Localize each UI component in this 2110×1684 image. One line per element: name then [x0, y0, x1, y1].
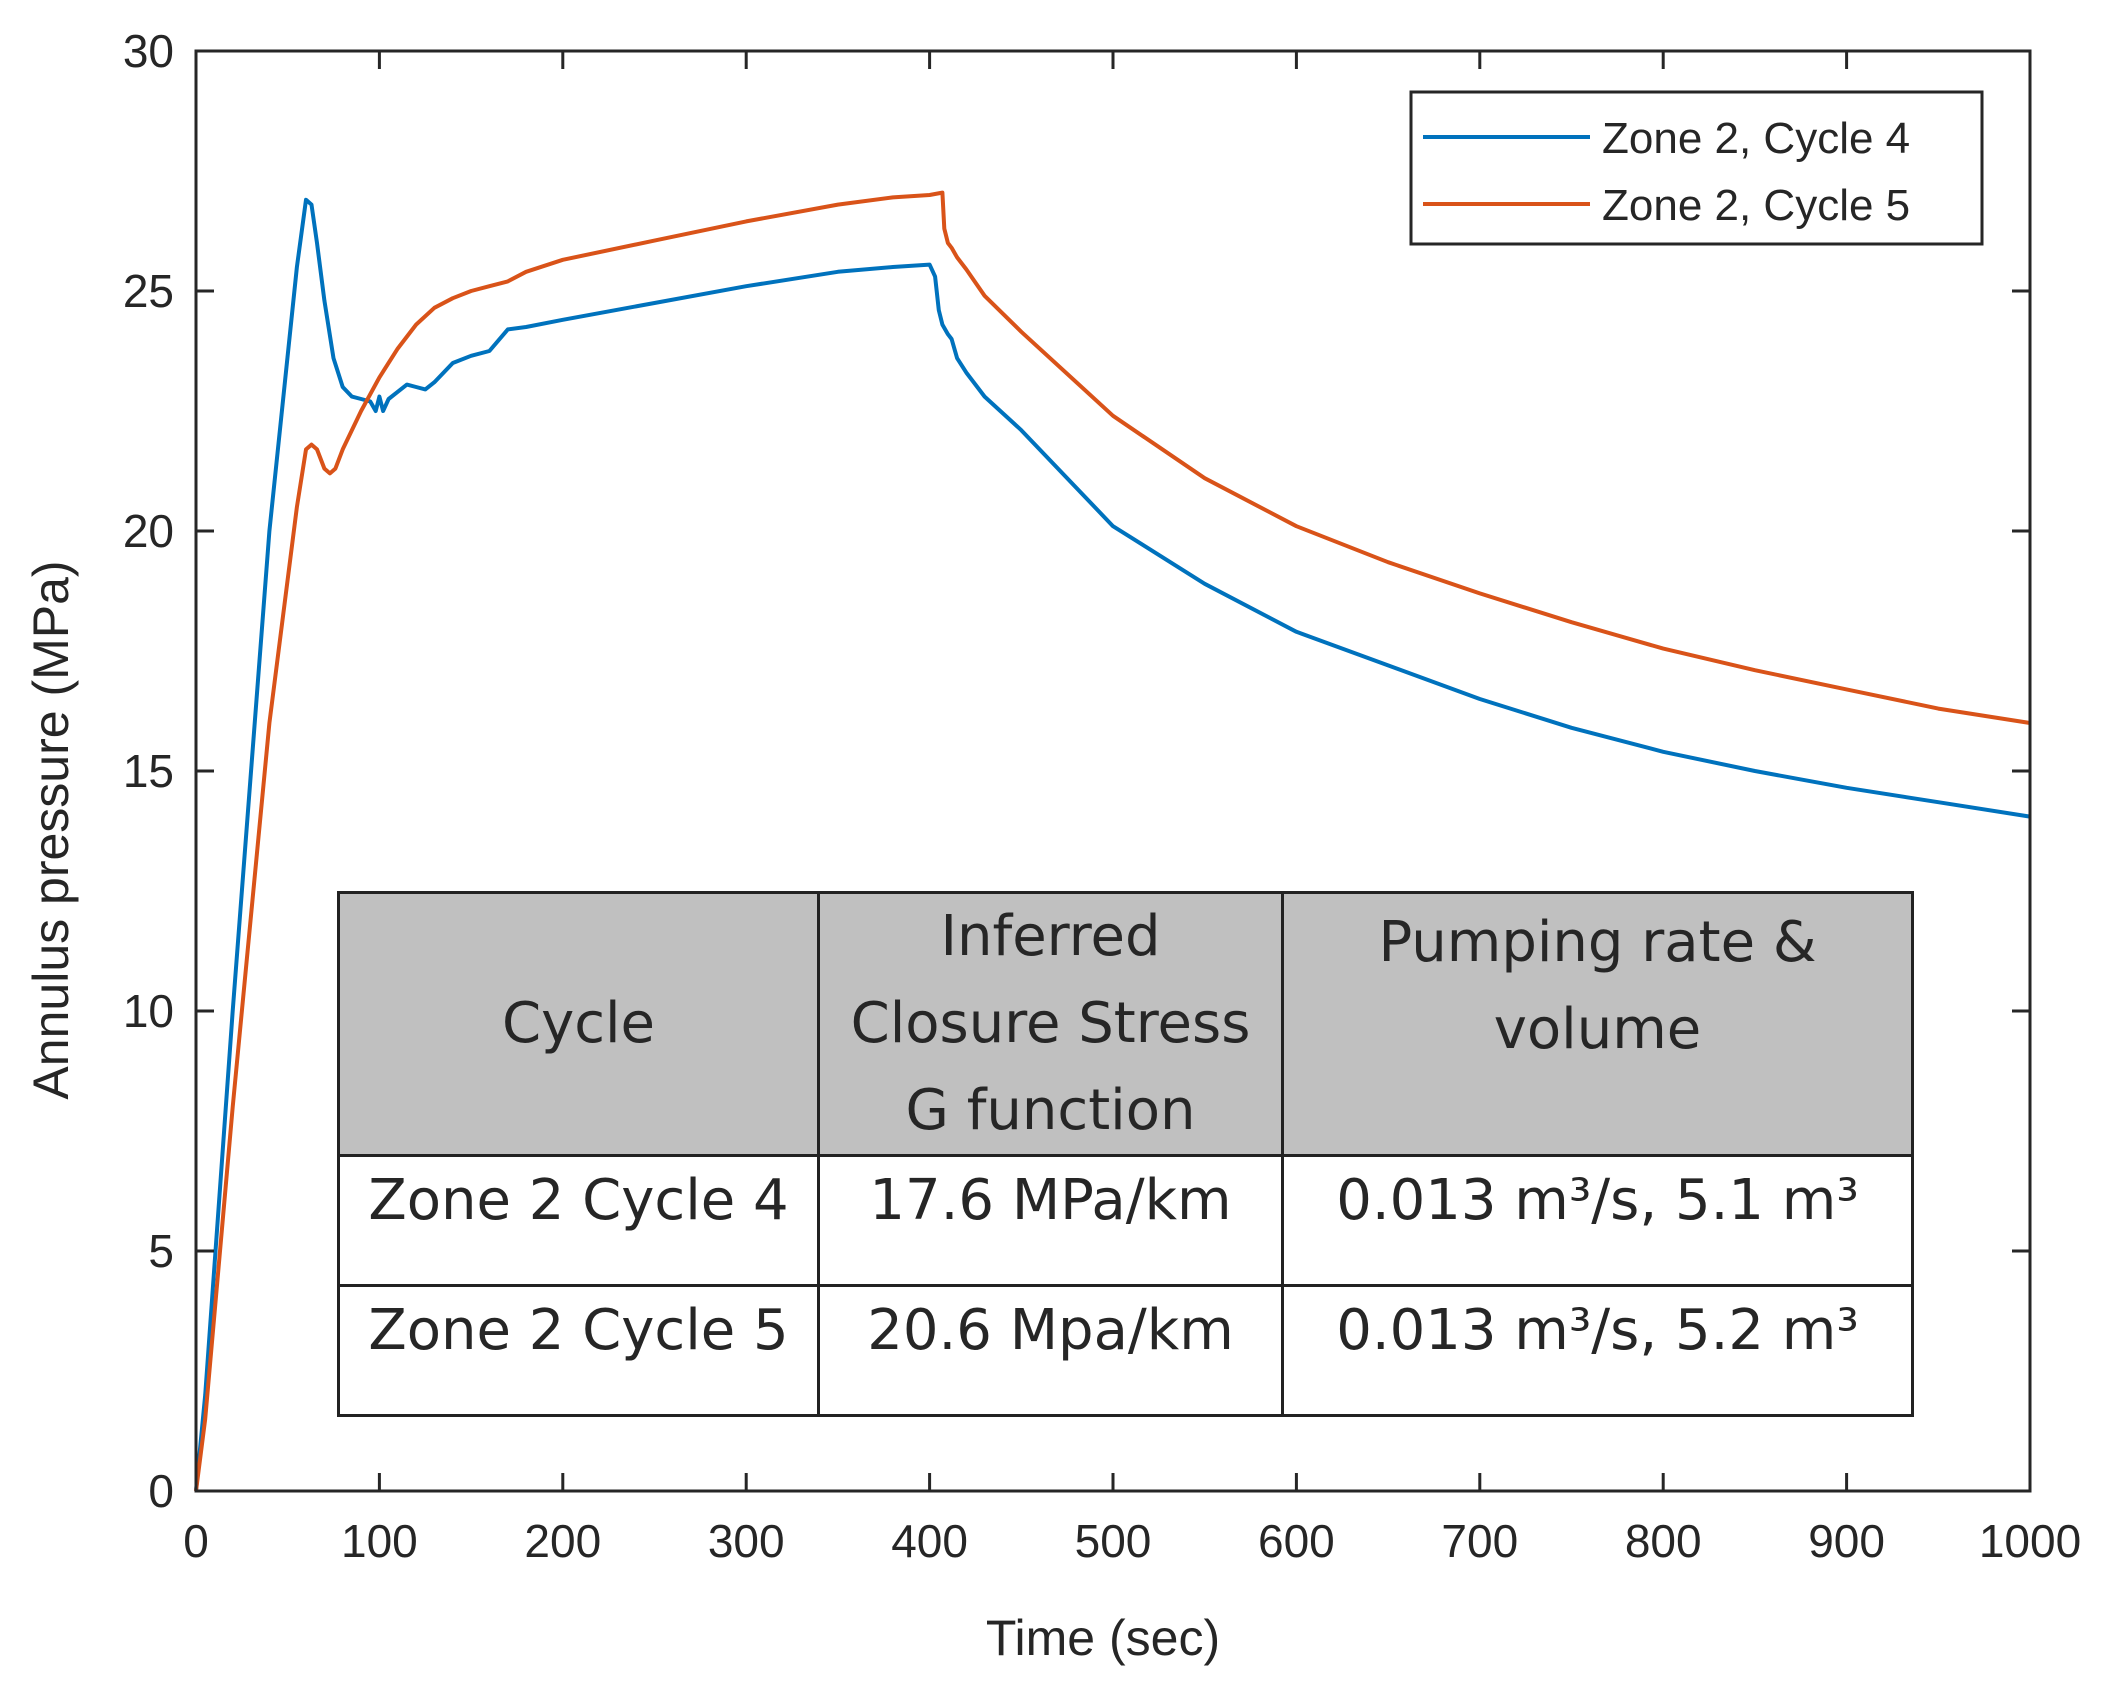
legend-entry-cycle-5: Zone 2, Cycle 5 [1602, 181, 1910, 230]
legend: Zone 2, Cycle 4 Zone 2, Cycle 5 [1409, 90, 1984, 246]
cell-cycle: Zone 2 Cycle 5 [337, 1284, 820, 1418]
y-tick-label: 30 [123, 25, 174, 77]
y-tick-label: 0 [148, 1465, 174, 1517]
x-tick-label: 900 [1808, 1515, 1885, 1567]
x-axis-label: Time (sec) [986, 1610, 1220, 1666]
x-tick-label: 800 [1625, 1515, 1702, 1567]
series-line-cycle-4 [194, 197, 2031, 1492]
y-tick-label: 15 [123, 745, 174, 797]
y-tick-label: 10 [123, 985, 174, 1037]
cell-cycle: Zone 2 Cycle 4 [337, 1154, 820, 1288]
header-pumping-rate: Pumping rate & volume [1281, 890, 1914, 1158]
legend-entry-cycle-4: Zone 2, Cycle 4 [1602, 114, 1910, 163]
y-tick-label: 5 [148, 1225, 174, 1277]
y-tick-label: 20 [123, 505, 174, 557]
x-tick-label: 500 [1075, 1515, 1152, 1567]
results-table: Cycle Inferred Closure Stress G function… [337, 890, 1914, 1418]
y-tick-label: 25 [123, 265, 174, 317]
cell-closure-stress: 17.6 MPa/km [817, 1154, 1284, 1288]
x-tick-label: 700 [1441, 1515, 1518, 1567]
x-tick-label: 400 [891, 1515, 968, 1567]
cell-pumping-rate: 0.013 m³/s, 5.2 m³ [1281, 1284, 1914, 1418]
cell-pumping-rate: 0.013 m³/s, 5.1 m³ [1281, 1154, 1914, 1288]
x-tick-label: 300 [708, 1515, 785, 1567]
header-cycle: Cycle [337, 890, 820, 1158]
x-tick-label: 600 [1258, 1515, 1335, 1567]
header-closure-stress: Inferred Closure Stress G function [817, 890, 1284, 1158]
table-header-row: Cycle Inferred Closure Stress G function… [337, 890, 1914, 1158]
table-row: Zone 2 Cycle 4 17.6 MPa/km 0.013 m³/s, 5… [337, 1154, 1914, 1288]
axis-ticks: 0 100 200 300 400 500 600 700 800 900 1000 0 5 10 15 20… [123, 25, 2081, 1567]
x-tick-label: 200 [524, 1515, 601, 1567]
x-tick-label: 100 [341, 1515, 418, 1567]
x-tick-label: 1000 [1979, 1515, 2081, 1567]
series-line-cycle-5 [194, 190, 2031, 1492]
x-tick-label: 0 [183, 1515, 209, 1567]
legend-box [1409, 90, 1984, 246]
table-row: Zone 2 Cycle 5 20.6 Mpa/km 0.013 m³/s, 5… [337, 1284, 1914, 1418]
y-axis-label: Annulus pressure (MPa) [23, 560, 79, 1099]
cell-closure-stress: 20.6 Mpa/km [817, 1284, 1284, 1418]
series-layer [194, 190, 2031, 1492]
